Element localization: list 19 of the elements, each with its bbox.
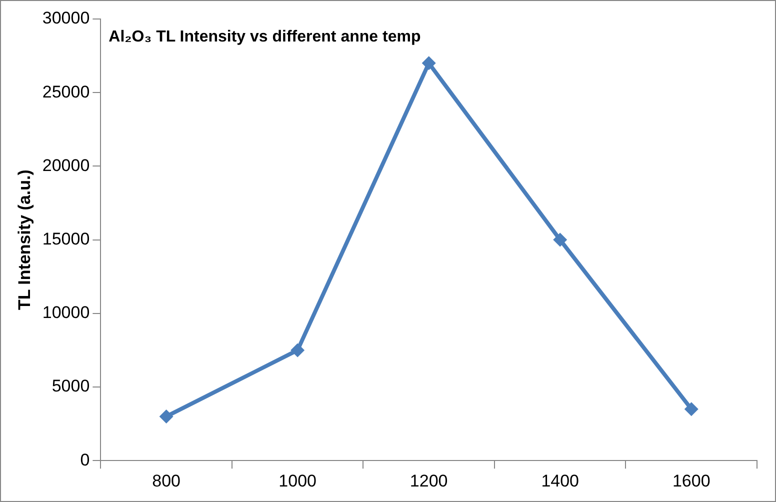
y-axis-title: TL Intensity (a.u.) xyxy=(14,170,34,310)
x-tick-label: 1600 xyxy=(672,471,710,490)
point xyxy=(422,56,436,70)
y-tick-label: 30000 xyxy=(42,8,90,28)
point xyxy=(290,343,305,358)
y-tick-label: 0 xyxy=(80,450,90,470)
point xyxy=(553,232,568,247)
y-tick-label: 20000 xyxy=(42,156,90,175)
point xyxy=(159,409,174,424)
text: Al₂O₃ TL Intensity vs different anne temp xyxy=(108,28,421,46)
point xyxy=(684,402,698,416)
y-tick-label: 10000 xyxy=(42,303,90,322)
x-tick-label: 1200 xyxy=(410,471,448,490)
x-tick-label: 1400 xyxy=(541,471,580,490)
y-tick-label: 5000 xyxy=(52,376,90,396)
y-tick-label: 15000 xyxy=(42,229,90,248)
x-tick-label: 1000 xyxy=(278,471,316,490)
y-tick-label: 25000 xyxy=(42,82,90,102)
x-tick-label: 800 xyxy=(152,471,180,490)
